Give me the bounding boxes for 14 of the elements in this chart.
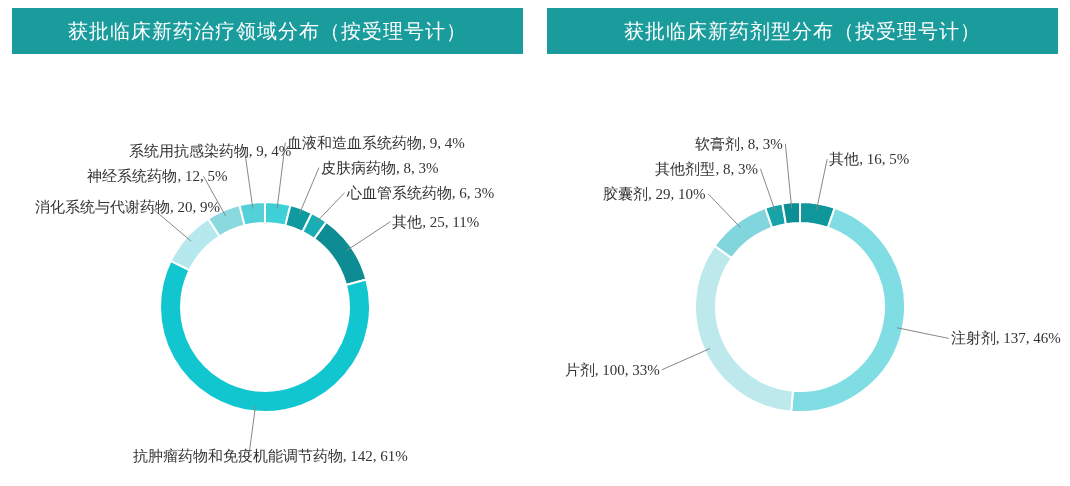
slice-label: 软膏剂, 8, 3%	[695, 134, 783, 154]
slice-label: 胶囊剂, 29, 10%	[603, 184, 706, 204]
chart-title: 获批临床新药治疗领域分布（按受理号计）	[12, 8, 523, 54]
slice-label: 消化系统与代谢药物, 20, 9%	[34, 198, 220, 218]
slice-label: 其他剂型, 8, 3%	[655, 159, 758, 179]
slice-label: 其他, 25, 11%	[392, 212, 480, 232]
slice-label: 心血管系统药物, 6, 3%	[346, 183, 495, 203]
slice-label: 注射剂, 137, 46%	[950, 329, 1061, 349]
slice-label: 其他, 16, 5%	[829, 150, 910, 170]
slice-label: 神经系统药物, 12, 5%	[87, 167, 228, 187]
slice-label: 抗肿瘤药物和免疫机能调节药物, 142, 61%	[132, 447, 408, 467]
chart-title: 获批临床新药剂型分布（按受理号计）	[547, 8, 1058, 54]
slice-label: 片剂, 100, 33%	[564, 360, 660, 380]
slice-label: 皮肤病药物, 8, 3%	[320, 158, 439, 178]
